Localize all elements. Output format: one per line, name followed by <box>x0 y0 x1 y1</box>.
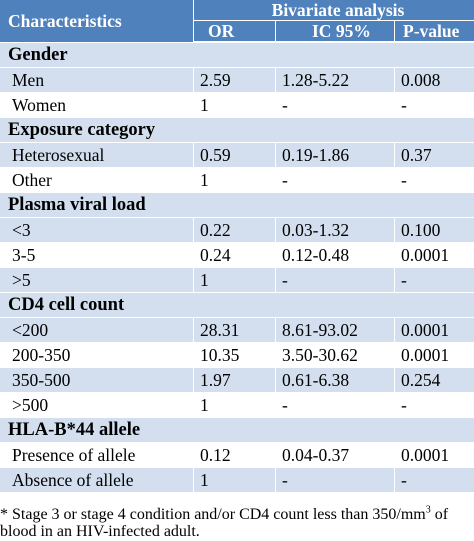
ic95-cell: - <box>276 268 395 293</box>
p-value-cell: 0.0001 <box>395 243 474 268</box>
ic95-cell: - <box>276 93 395 118</box>
p-value-cell: 0.0001 <box>395 318 474 343</box>
or-cell: 2.59 <box>194 68 276 93</box>
p-value-cell: 0.0001 <box>395 343 474 368</box>
section-title: Exposure category <box>0 118 474 143</box>
section-title: CD4 cell count <box>0 293 474 318</box>
footnote: * Stage 3 or stage 4 condition and/or CD… <box>0 504 474 540</box>
section-row: Gender <box>0 43 474 68</box>
ic95-cell: 0.03-1.32 <box>276 218 395 243</box>
or-cell: 1 <box>194 93 276 118</box>
row-label-cell: 200-350 <box>0 343 194 368</box>
or-cell: 1 <box>194 268 276 293</box>
ic95-cell: 0.12-0.48 <box>276 243 395 268</box>
or-cell: 1.97 <box>194 368 276 393</box>
ic95-cell: 0.19-1.86 <box>276 143 395 168</box>
section-row: Exposure category <box>0 118 474 143</box>
table-row: Presence of allele 0.12 0.04-0.37 0.0001 <box>0 443 474 468</box>
section-title: HLA-B*44 allele <box>0 418 474 443</box>
footnote-text-end: of blood in an HIV-infected adult. <box>0 506 449 540</box>
ic95-cell: - <box>276 393 395 418</box>
or-cell: 0.12 <box>194 443 276 468</box>
row-label-cell: 3-5 <box>0 243 194 268</box>
row-label-cell: Heterosexual <box>0 143 194 168</box>
p-value-cell: - <box>395 268 474 293</box>
results-table: Characteristics Bivariate analysis OR IC… <box>0 0 474 493</box>
p-value-cell: 0.008 <box>395 68 474 93</box>
section-row: Plasma viral load <box>0 193 474 218</box>
row-label-cell: Men <box>0 68 194 93</box>
or-cell: 28.31 <box>194 318 276 343</box>
table-row: <3 0.22 0.03-1.32 0.100 <box>0 218 474 243</box>
table-row: 3-5 0.24 0.12-0.48 0.0001 <box>0 243 474 268</box>
p-value-cell: - <box>395 168 474 193</box>
table-row: >5 1- - <box>0 268 474 293</box>
row-label-cell: 350-500 <box>0 368 194 393</box>
ic95-cell: 8.61-93.02 <box>276 318 395 343</box>
ic95-cell: 0.61-6.38 <box>276 368 395 393</box>
table-row: Other 1- - <box>0 168 474 193</box>
p-value-column-header: P-value <box>395 21 474 43</box>
row-label-cell: Absence of allele <box>0 468 194 493</box>
p-value-cell: - <box>395 93 474 118</box>
or-cell: 1 <box>194 168 276 193</box>
table-row: 200-350 10.35 3.50-30.62 0.0001 <box>0 343 474 368</box>
or-cell: 0.24 <box>194 243 276 268</box>
table-row: <200 28.31 8.61-93.02 0.0001 <box>0 318 474 343</box>
or-column-header: OR <box>194 21 276 43</box>
row-label-cell: Women <box>0 93 194 118</box>
characteristics-header: Characteristics <box>0 0 194 43</box>
ic95-column-header: IC 95% <box>276 21 395 43</box>
section-row: HLA-B*44 allele <box>0 418 474 443</box>
footnote-text: * Stage 3 or stage 4 condition and/or CD… <box>0 506 426 523</box>
p-value-cell: 0.37 <box>395 143 474 168</box>
table-row: 350-500 1.97 0.61-6.38 0.254 <box>0 368 474 393</box>
or-cell: 1 <box>194 468 276 493</box>
table-row: Absence of allele 1- - <box>0 468 474 493</box>
p-value-cell: - <box>395 393 474 418</box>
p-value-cell: - <box>395 468 474 493</box>
table-body: Gender Men 2.59 1.28-5.22 0.008 Women 1- - Expos… <box>0 43 474 493</box>
ic95-cell: 1.28-5.22 <box>276 68 395 93</box>
section-title: Gender <box>0 43 474 68</box>
row-label-cell: Other <box>0 168 194 193</box>
table-header: Characteristics Bivariate analysis OR IC… <box>0 0 474 43</box>
p-value-cell: 0.100 <box>395 218 474 243</box>
section-row: CD4 cell count <box>0 293 474 318</box>
row-label-cell: <200 <box>0 318 194 343</box>
ic95-cell: 0.04-0.37 <box>276 443 395 468</box>
p-value-cell: 0.254 <box>395 368 474 393</box>
table-row: Heterosexual 0.59 0.19-1.86 0.37 <box>0 143 474 168</box>
p-value-cell: 0.0001 <box>395 443 474 468</box>
row-label-cell: Presence of allele <box>0 443 194 468</box>
row-label-cell: >500 <box>0 393 194 418</box>
ic95-cell: 3.50-30.62 <box>276 343 395 368</box>
or-cell: 1 <box>194 393 276 418</box>
or-cell: 10.35 <box>194 343 276 368</box>
row-label-cell: <3 <box>0 218 194 243</box>
row-label-cell: >5 <box>0 268 194 293</box>
table-row: Women 1- - <box>0 93 474 118</box>
section-title: Plasma viral load <box>0 193 474 218</box>
ic95-cell: - <box>276 168 395 193</box>
table-row: Men 2.59 1.28-5.22 0.008 <box>0 68 474 93</box>
table-row: >500 1- - <box>0 393 474 418</box>
bivariate-analysis-header: Bivariate analysis <box>194 0 474 21</box>
or-cell: 0.59 <box>194 143 276 168</box>
or-cell: 0.22 <box>194 218 276 243</box>
footnote-superscript: 3 <box>425 504 431 516</box>
ic95-cell: - <box>276 468 395 493</box>
